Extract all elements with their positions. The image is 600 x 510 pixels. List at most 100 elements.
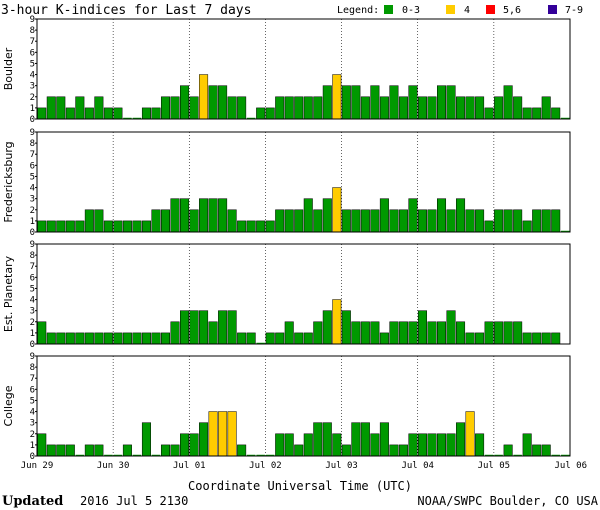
k-bar <box>446 209 456 233</box>
y-tick-label: 2 <box>30 93 35 103</box>
k-bar <box>313 321 323 345</box>
k-bar <box>351 321 361 345</box>
k-bar <box>141 220 151 233</box>
panel-label: Fredericksburg <box>2 141 15 222</box>
k-bar <box>132 332 142 345</box>
k-bar <box>218 85 228 120</box>
k-bar <box>332 299 342 345</box>
k-bar <box>227 411 237 457</box>
legend-swatch-7-9 <box>548 5 557 14</box>
k-bar <box>284 96 294 120</box>
k-bar <box>246 332 256 345</box>
k-bar <box>456 198 466 233</box>
k-bar <box>398 209 408 233</box>
panel-label: Boulder <box>2 47 15 90</box>
k-bar <box>503 444 513 457</box>
k-bar <box>332 433 342 457</box>
y-tick-label: 2 <box>30 318 35 328</box>
legend-swatch-4 <box>446 5 455 14</box>
k-bar <box>408 321 418 345</box>
y-tick-label: 8 <box>30 251 35 261</box>
k-bar <box>360 321 370 345</box>
k-bar <box>389 321 399 345</box>
k-bar <box>541 444 551 457</box>
k-bar <box>65 332 75 345</box>
k-bar <box>103 332 113 345</box>
k-bar <box>208 198 218 233</box>
k-bar <box>113 107 123 120</box>
k-bar <box>370 85 380 120</box>
k-bar <box>122 220 132 233</box>
k-bar <box>46 444 56 457</box>
k-bar <box>322 422 332 457</box>
x-tick-label: Jul 05 <box>478 461 511 471</box>
k-bar <box>275 433 285 457</box>
y-tick-label: 0 <box>30 452 35 462</box>
k-bar <box>313 422 323 457</box>
k-bar <box>456 96 466 120</box>
k-bar <box>456 321 466 345</box>
k-bar <box>484 107 494 120</box>
k-bar <box>151 107 161 120</box>
k-bar <box>160 96 171 120</box>
k-bar <box>475 209 485 233</box>
k-bar <box>275 96 285 120</box>
k-bar <box>398 444 408 457</box>
legend-text-0-3: 0-3 <box>402 5 420 16</box>
x-tick-label: Jul 06 <box>554 461 587 471</box>
k-bar <box>246 220 256 233</box>
k-bar <box>180 198 190 233</box>
y-tick-label: 5 <box>30 284 35 294</box>
k-bar <box>256 220 266 233</box>
k-bar <box>465 96 475 120</box>
y-tick-label: 6 <box>30 161 35 171</box>
x-tick-label: Jul 02 <box>249 461 282 471</box>
source-credit: NOAA/SWPC Boulder, CO USA <box>417 494 598 508</box>
k-bar <box>227 96 237 120</box>
k-bar <box>532 332 542 345</box>
k-bar <box>379 96 389 120</box>
panel-label: College <box>2 385 15 426</box>
k-bar <box>522 107 532 120</box>
k-bar <box>56 444 66 457</box>
y-tick-label: 7 <box>30 262 35 272</box>
k-bar <box>456 422 466 457</box>
y-tick-label: 0 <box>30 115 35 125</box>
k-bar <box>484 220 494 233</box>
legend-text-5-6: 5,6 <box>503 5 521 16</box>
k-bar <box>65 444 75 457</box>
k-bar <box>379 332 389 345</box>
y-tick-label: 8 <box>30 363 35 373</box>
k-bar <box>465 332 475 345</box>
k-bar <box>170 321 180 345</box>
k-bar <box>494 209 504 233</box>
k-bar <box>294 332 304 345</box>
k-bar <box>341 444 351 457</box>
k-bar <box>170 444 180 457</box>
k-bar <box>541 332 551 345</box>
k-bar <box>284 209 294 233</box>
y-tick-label: 8 <box>30 139 35 149</box>
k-bar <box>94 332 104 345</box>
panel-frame <box>36 243 571 345</box>
k-bar <box>541 209 551 233</box>
k-bar <box>180 310 190 345</box>
k-bar <box>56 96 66 120</box>
k-bar <box>332 187 342 233</box>
k-bar <box>522 332 532 345</box>
k-bar <box>199 74 209 120</box>
k-bar <box>265 107 275 120</box>
k-bar <box>427 321 437 345</box>
k-bar <box>541 96 551 120</box>
k-bar <box>503 209 513 233</box>
x-tick-label: Jun 30 <box>97 461 130 471</box>
k-bar <box>46 332 56 345</box>
k-bar <box>417 310 427 345</box>
k-bar <box>398 96 408 120</box>
k-bar <box>513 209 523 233</box>
k-bar <box>94 444 104 457</box>
k-bar <box>189 310 199 345</box>
k-bar <box>313 96 323 120</box>
